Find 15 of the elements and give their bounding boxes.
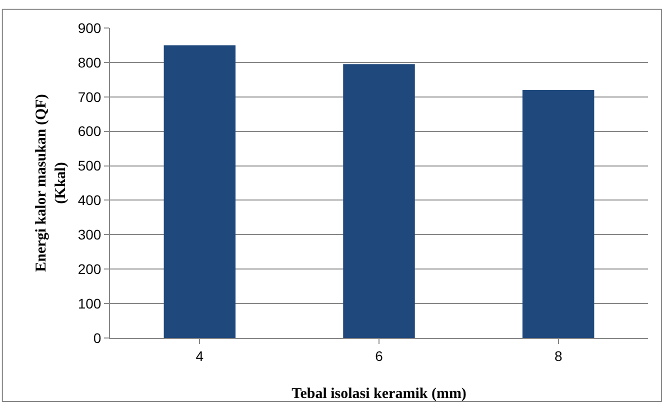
y-tick-label: 700 (78, 88, 102, 105)
y-tick-label: 800 (78, 54, 102, 70)
y-tick-label: 100 (78, 295, 102, 312)
y-tick-label: 0 (93, 330, 102, 346)
x-tick-label: 8 (554, 348, 562, 364)
y-tick-label: 500 (78, 158, 102, 174)
y-tick-label: 300 (78, 226, 102, 243)
y-tick-label: 400 (78, 192, 102, 208)
y-tick-label: 900 (78, 20, 102, 36)
y-tick-label: 600 (78, 123, 102, 140)
y-tick-label: 200 (78, 261, 102, 278)
x-axis-title: Tebal isolasi keramik (mm) (292, 386, 466, 402)
y-axis-title: Energi kalor masukan (QF) (Kkal) (34, 94, 70, 272)
x-tick-label: 6 (375, 348, 384, 364)
x-tick-label: 4 (196, 348, 204, 364)
